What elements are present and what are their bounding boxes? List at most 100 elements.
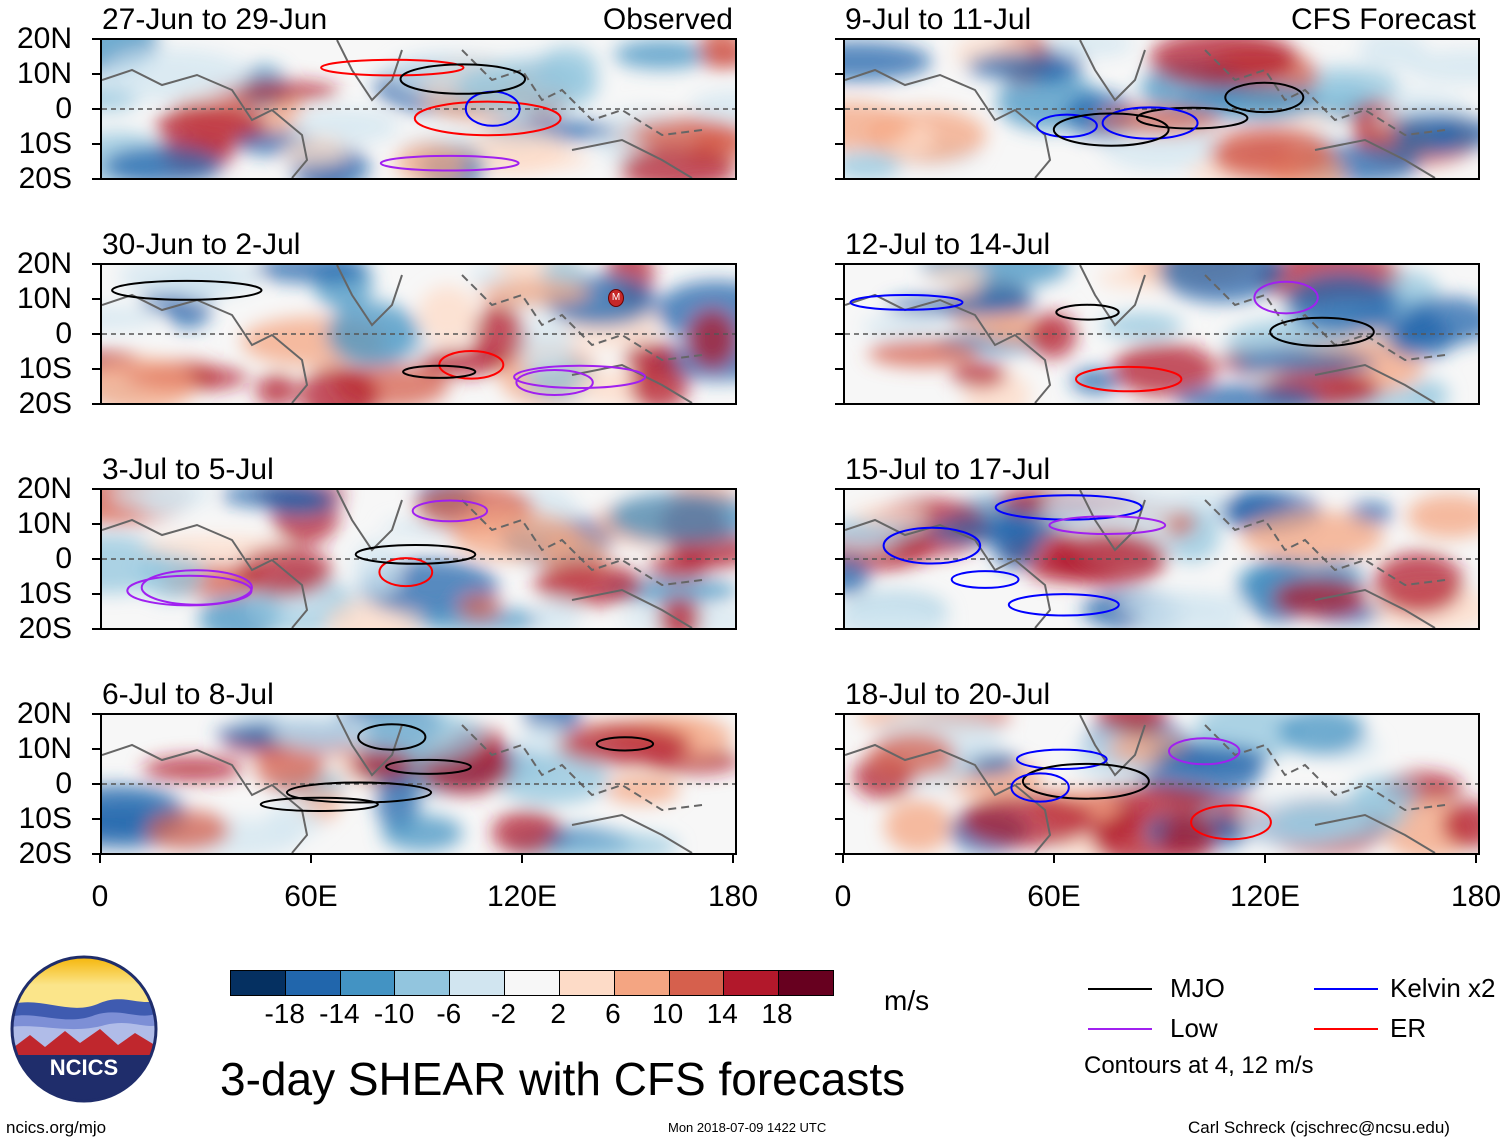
y-axis-label: 10N [16,507,72,540]
y-tick [92,368,100,370]
y-tick [835,38,843,40]
legend-mjo-label: MJO [1170,973,1225,1003]
y-tick [835,713,843,715]
y-tick [92,333,100,335]
y-tick [92,38,100,40]
colorbar-swatch [724,971,780,995]
colorbar-label: 2 [550,998,566,1029]
y-tick [92,628,100,630]
colorbar-swatch [559,971,615,995]
y-tick [835,368,843,370]
x-axis-label: 60E [1027,880,1081,913]
x-axis-label: 180 [1450,880,1502,913]
legend-contours-note: Contours at 4, 12 m/s [1084,1052,1314,1079]
y-tick [92,73,100,75]
y-axis-label: 20S [18,387,72,420]
panel-title: 18-Jul to 20-Jul [845,678,1051,711]
y-axis-label: 20N [16,22,72,55]
y-tick [835,298,843,300]
colorbar-label: -6 [436,998,462,1029]
y-tick [835,748,843,750]
y-tick [92,783,100,785]
colorbar-swatch [340,971,396,995]
y-tick [92,593,100,595]
shear-map-panel [843,263,1480,405]
x-tick [310,855,312,863]
y-tick [835,333,843,335]
colorbar-label: -14 [319,998,360,1029]
footer-url[interactable]: ncics.org/mjo [6,1118,107,1137]
shear-map-panel [843,713,1480,855]
colorbar-label: 10 [652,998,684,1029]
panel-title: 6-Jul to 8-Jul [102,678,274,711]
y-axis-label: 20N [16,472,72,505]
y-tick [835,523,843,525]
panel-title: 27-Jun to 29-Jun [102,3,328,36]
y-tick [835,628,843,630]
colorbar-label: 14 [706,998,738,1029]
ncics-logo: NCICS [10,955,158,1103]
y-tick [835,558,843,560]
colorbar-swatch [450,971,506,995]
y-axis-label: 0 [55,767,72,800]
y-axis-label: 10S [18,577,72,610]
y-axis-label: 0 [55,317,72,350]
x-tick [521,855,523,863]
colorbar [230,970,834,996]
colorbar-swatch [395,971,451,995]
y-axis-label: 10S [18,352,72,385]
footer-author: Carl Schreck (cjschrec@ncsu.edu) [1188,1118,1450,1137]
panel-title: 30-Jun to 2-Jul [102,228,301,261]
y-tick [835,143,843,145]
x-axis-label: 180 [707,880,759,913]
y-tick [835,853,843,855]
legend-kelvin-label: Kelvin x2 [1390,973,1496,1003]
x-axis-label: 0 [834,880,852,913]
shear-map-panel: M [100,263,737,405]
panel-title: 9-Jul to 11-Jul [845,3,1032,36]
y-axis-label: 20S [18,612,72,645]
shear-map-panel [100,713,737,855]
legend-er-label: ER [1390,1013,1427,1043]
y-tick [835,593,843,595]
y-axis-label: 10S [18,127,72,160]
shear-map-panel [100,488,737,630]
y-tick [92,713,100,715]
panel-title: 15-Jul to 17-Jul [845,453,1051,486]
y-axis-label: 20S [18,162,72,195]
y-tick [92,178,100,180]
y-axis-label: 0 [55,542,72,575]
legend-mjo-line [1088,988,1152,990]
y-tick [92,488,100,490]
shear-map-panel [100,38,737,180]
panel-title: 3-Jul to 5-Jul [102,453,274,486]
y-tick [92,143,100,145]
legend-low-line [1088,1028,1152,1030]
y-axis-label: 20S [18,837,72,870]
x-axis-label: 120E [1229,880,1301,913]
x-tick [732,855,734,863]
y-axis-label: 20N [16,697,72,730]
colorbar-swatch [779,971,833,995]
legend-er-line [1314,1028,1378,1030]
x-tick [99,855,101,863]
colorbar-label: -2 [491,998,516,1029]
panel-title: 12-Jul to 14-Jul [845,228,1051,261]
y-tick [92,523,100,525]
main-title: 3-day SHEAR with CFS forecasts [220,1053,906,1105]
x-axis-label: 120E [486,880,558,913]
x-tick [1053,855,1055,863]
y-tick [835,403,843,405]
x-tick [1475,855,1477,863]
y-tick [835,178,843,180]
shear-map-panel [843,38,1480,180]
legend-kelvin-line [1314,988,1378,990]
y-tick [92,263,100,265]
colorbar-units: m/s [884,985,930,1016]
x-tick [1264,855,1266,863]
shear-map-panel [843,488,1480,630]
y-tick [92,558,100,560]
footer-timestamp: Mon 2018-07-09 1422 UTC [668,1120,827,1135]
y-tick [835,263,843,265]
y-tick [92,108,100,110]
